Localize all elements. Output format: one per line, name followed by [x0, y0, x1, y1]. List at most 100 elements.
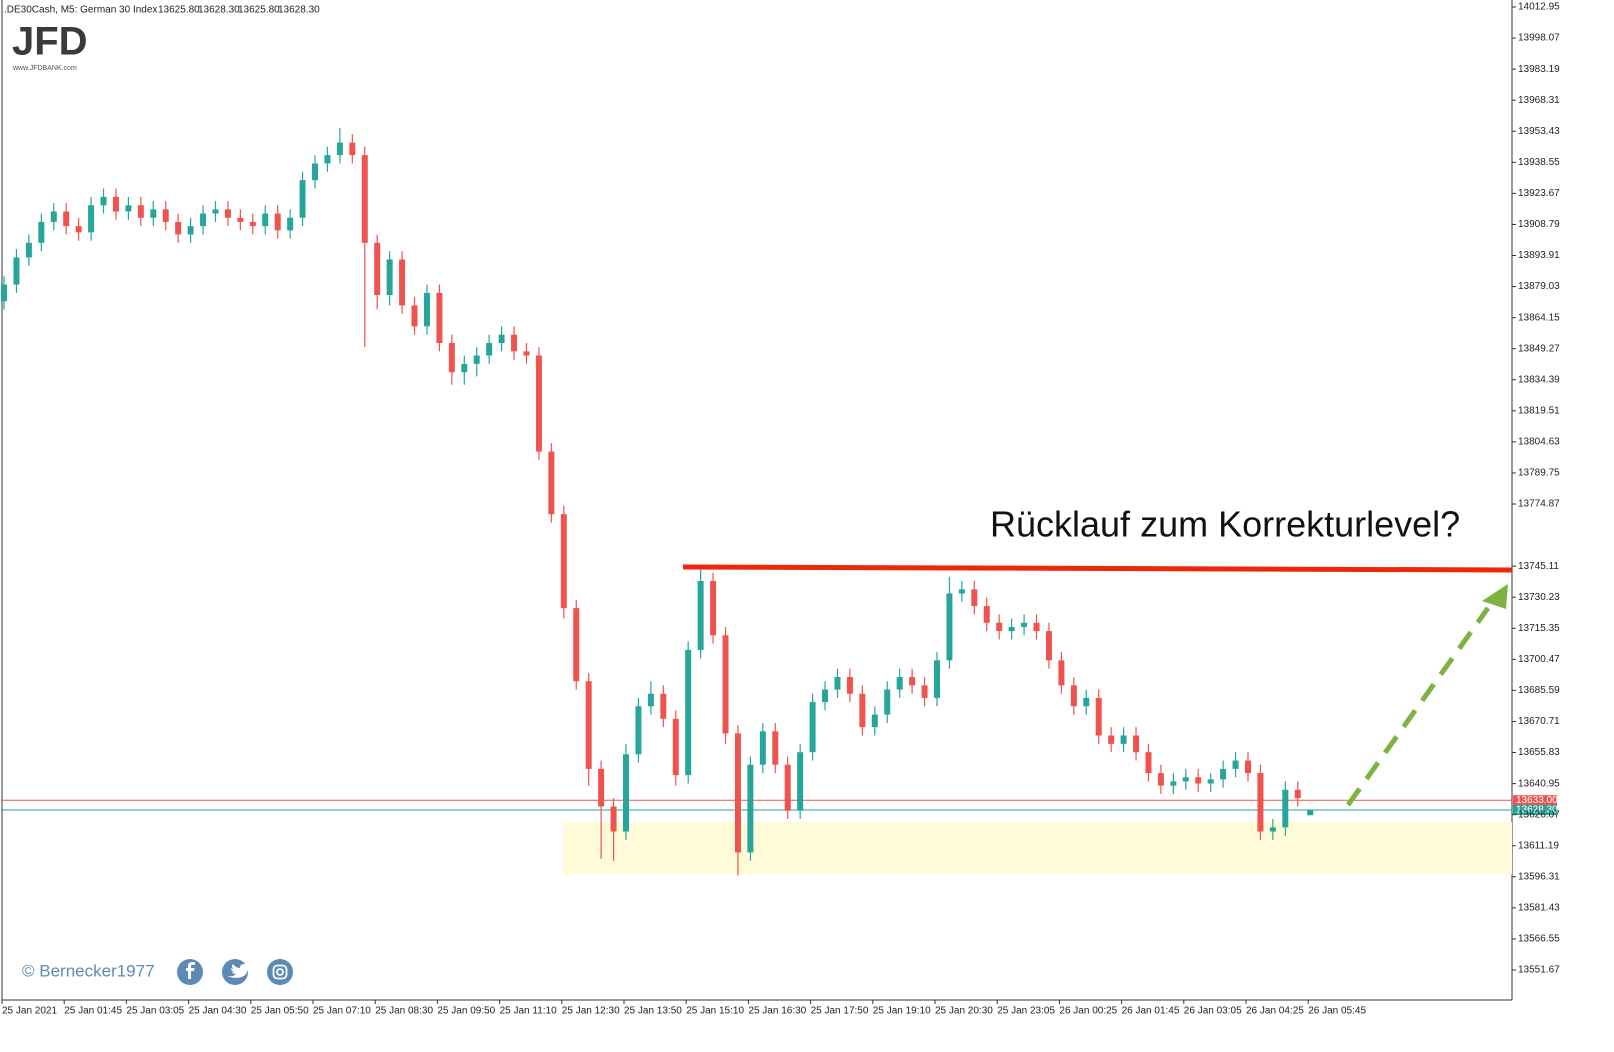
- candle-body: [834, 677, 841, 690]
- candle-body: [274, 213, 281, 231]
- candle-body: [983, 606, 990, 623]
- candle-body: [175, 221, 182, 235]
- candle-body: [697, 581, 704, 650]
- candle-body: [312, 163, 318, 181]
- y-tick-label: 13715.35: [1518, 623, 1560, 634]
- candle-body: [710, 581, 717, 636]
- y-tick-label: 13685.59: [1518, 685, 1560, 696]
- x-tick-label: 25 Jan 16:30: [748, 1006, 806, 1017]
- candle-body: [685, 649, 692, 776]
- y-tick-label: 13908.79: [1518, 219, 1560, 230]
- y-tick-label: 13640.95: [1518, 778, 1560, 789]
- x-tick-label: 26 Jan 04:25: [1246, 1006, 1304, 1017]
- candle-body: [511, 334, 518, 352]
- x-tick-label: 25 Jan 23:05: [997, 1006, 1055, 1017]
- candle-body: [934, 660, 940, 698]
- candle-body: [162, 209, 169, 222]
- x-tick-label: 26 Jan 05:45: [1308, 1006, 1366, 1017]
- candle-body: [1220, 768, 1227, 780]
- header-ohlc: 13625.80: [158, 5, 200, 16]
- x-tick-label: 25 Jan 2021: [2, 1006, 57, 1017]
- candle-body: [224, 209, 231, 218]
- candle-body: [971, 589, 978, 607]
- candle-body: [759, 731, 766, 765]
- candle-body: [647, 693, 654, 707]
- candle-body: [25, 242, 32, 258]
- candle-body: [411, 305, 418, 327]
- y-tick-label: 13745.11: [1518, 561, 1559, 572]
- x-tick-label: 25 Jan 19:10: [873, 1006, 931, 1017]
- x-tick-label: 26 Jan 03:05: [1184, 1006, 1242, 1017]
- x-tick-label: 25 Jan 12:30: [562, 1006, 620, 1017]
- header-ohlc: 13625.80: [238, 5, 280, 16]
- y-tick-label: 13581.43: [1518, 903, 1560, 914]
- candle-body: [734, 733, 741, 853]
- candle-body: [1307, 810, 1314, 816]
- candle-body: [909, 677, 916, 686]
- candle-body: [598, 768, 605, 807]
- candle-body: [871, 714, 878, 728]
- candle-body: [560, 514, 567, 609]
- candle-body: [249, 221, 256, 227]
- candle-body: [610, 806, 617, 832]
- candle-body: [1045, 631, 1052, 661]
- x-tick-label: 25 Jan 11:10: [500, 1006, 558, 1017]
- candle-body: [747, 764, 754, 853]
- candle-body: [722, 635, 729, 734]
- candle-body: [262, 213, 269, 227]
- x-tick-label: 25 Jan 20:30: [935, 1006, 993, 1017]
- candle-body: [423, 292, 430, 327]
- candle-body: [75, 226, 82, 233]
- candle-body: [137, 205, 144, 218]
- instagram-lens: [276, 968, 284, 976]
- candle-body: [585, 681, 592, 769]
- candle-body: [1133, 735, 1140, 753]
- candle-body: [1108, 735, 1115, 744]
- candle-body: [150, 209, 157, 218]
- candle-body: [809, 702, 816, 753]
- y-tick-label: 13879.03: [1518, 281, 1560, 292]
- candle-body: [1294, 789, 1301, 799]
- twitter-glyph: [228, 964, 250, 978]
- candle-body: [1232, 760, 1239, 769]
- candle-body: [498, 334, 505, 344]
- candle-body: [436, 292, 443, 344]
- candle-body: [1021, 622, 1028, 627]
- y-tick-label: 13864.15: [1518, 312, 1560, 323]
- y-tick-label: 13551.67: [1518, 965, 1560, 976]
- header-ohlc: 13628.30: [198, 5, 240, 16]
- x-tick-label: 25 Jan 08:30: [375, 1006, 433, 1017]
- candle-body: [1120, 735, 1127, 744]
- candle-body: [573, 608, 580, 682]
- candle-body: [187, 226, 194, 235]
- candle-body: [1, 284, 7, 302]
- y-tick-label: 13566.55: [1518, 934, 1560, 945]
- price-tag: [1513, 805, 1557, 816]
- candle-body: [1145, 752, 1152, 774]
- instagram-glyph: [272, 964, 288, 980]
- candle-body: [399, 259, 406, 306]
- candle-body: [660, 693, 667, 719]
- symbol-header: .DE30Cash, M5: German 30 Index: [4, 5, 157, 16]
- x-tick-label: 25 Jan 03:05: [126, 1006, 184, 1017]
- candle-body: [1257, 773, 1264, 832]
- candle-body: [1070, 685, 1077, 707]
- x-tick-label: 25 Jan 13:50: [624, 1006, 682, 1017]
- candle-body: [336, 142, 343, 156]
- annotation: Rücklauf zum Korrekturlevel?: [990, 504, 1460, 545]
- candle-body: [1269, 827, 1276, 832]
- y-tick-label: 13670.71: [1518, 716, 1560, 727]
- candle-body: [1182, 777, 1189, 782]
- y-tick-label: 13730.23: [1518, 592, 1560, 603]
- arrow-head: [1482, 584, 1508, 609]
- candle-body: [361, 155, 368, 243]
- candle-body: [287, 217, 294, 231]
- candle-body: [896, 677, 903, 690]
- y-tick-label: 13596.31: [1518, 871, 1560, 882]
- support-zone: [563, 822, 1512, 875]
- candle-body: [996, 622, 1003, 632]
- y-tick-label: 14012.95: [1518, 2, 1560, 13]
- x-tick-label: 26 Jan 01:45: [1122, 1006, 1180, 1017]
